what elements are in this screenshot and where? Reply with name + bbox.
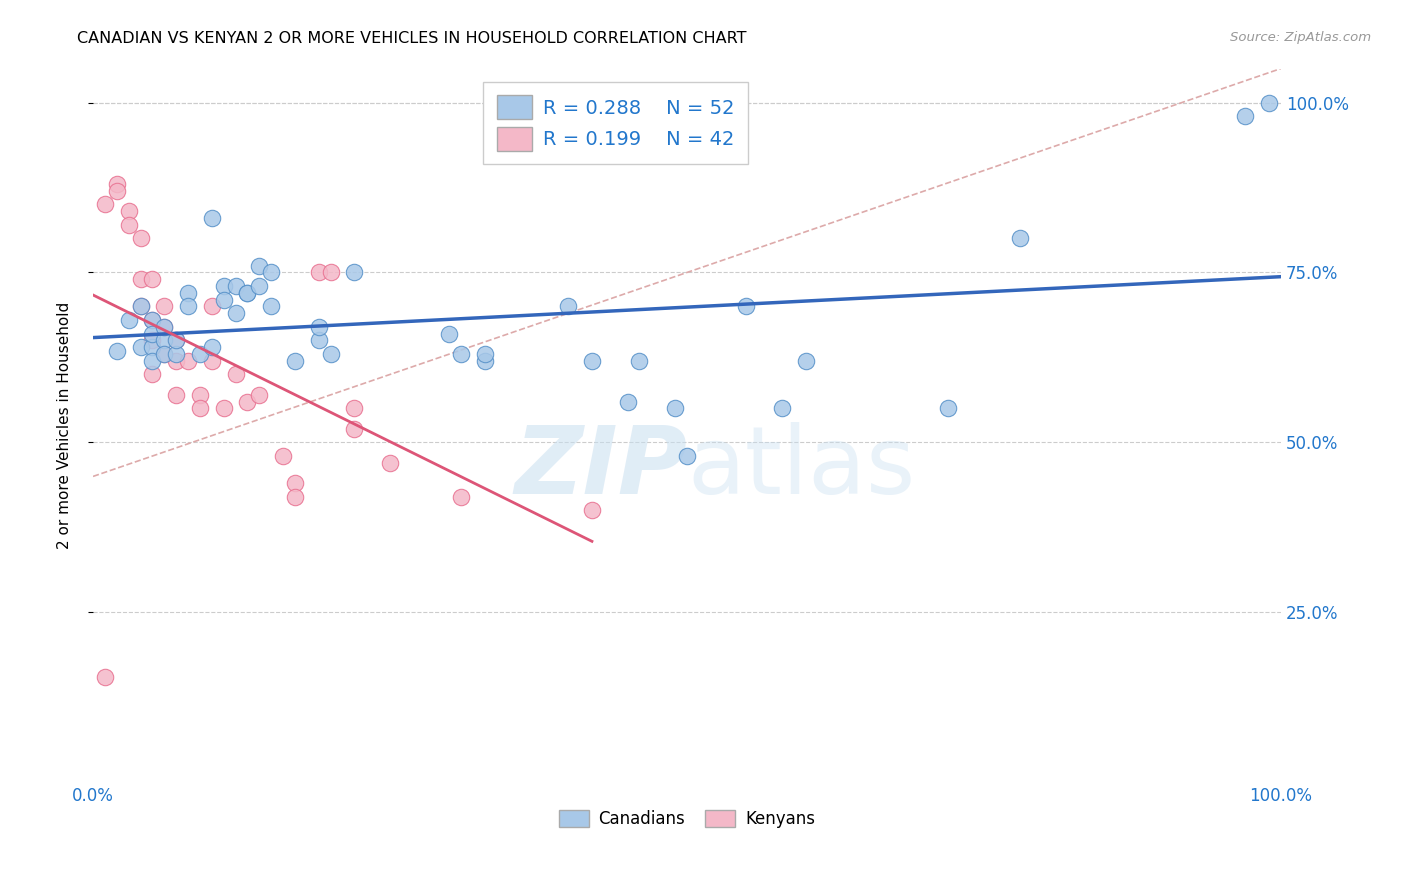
Legend: Canadians, Kenyans: Canadians, Kenyans: [553, 803, 823, 835]
Point: [165, 347, 187, 361]
Point: [1008, 231, 1031, 245]
Point: [474, 347, 496, 361]
Point: [284, 476, 307, 491]
Point: [165, 334, 187, 348]
Point: [129, 231, 152, 245]
Text: atlas: atlas: [688, 422, 915, 515]
Point: [439, 326, 461, 341]
Point: [177, 354, 200, 368]
Point: [141, 368, 163, 382]
Point: [343, 422, 366, 436]
Point: [343, 265, 366, 279]
Point: [308, 319, 330, 334]
Point: [212, 293, 235, 307]
Point: [141, 313, 163, 327]
Point: [236, 285, 259, 300]
Point: [118, 313, 141, 327]
Point: [94, 670, 117, 684]
Y-axis label: 2 or more Vehicles in Household: 2 or more Vehicles in Household: [58, 301, 72, 549]
Point: [616, 394, 638, 409]
Point: [319, 265, 342, 279]
Point: [188, 347, 211, 361]
Point: [118, 218, 141, 232]
Point: [284, 354, 307, 368]
Point: [153, 347, 176, 361]
Point: [165, 388, 187, 402]
Point: [201, 354, 224, 368]
Point: [129, 300, 152, 314]
Point: [153, 300, 176, 314]
Point: [141, 326, 163, 341]
Point: [378, 456, 401, 470]
Text: Source: ZipAtlas.com: Source: ZipAtlas.com: [1230, 31, 1371, 45]
Point: [141, 313, 163, 327]
Point: [225, 306, 247, 320]
Point: [271, 449, 294, 463]
Point: [247, 259, 270, 273]
Text: ZIP: ZIP: [515, 422, 688, 515]
Point: [308, 334, 330, 348]
Point: [153, 319, 176, 334]
Point: [260, 300, 283, 314]
Point: [177, 285, 200, 300]
Point: [188, 401, 211, 416]
Point: [201, 300, 224, 314]
Point: [201, 340, 224, 354]
Point: [225, 368, 247, 382]
Point: [201, 211, 224, 225]
Point: [165, 334, 187, 348]
Point: [474, 354, 496, 368]
Point: [105, 343, 128, 358]
Point: [247, 279, 270, 293]
Point: [177, 300, 200, 314]
Point: [225, 279, 247, 293]
Point: [557, 300, 579, 314]
Point: [141, 340, 163, 354]
Point: [343, 401, 366, 416]
Point: [141, 354, 163, 368]
Point: [1258, 95, 1281, 110]
Point: [105, 177, 128, 191]
Point: [153, 347, 176, 361]
Point: [236, 394, 259, 409]
Point: [236, 285, 259, 300]
Point: [129, 272, 152, 286]
Point: [212, 279, 235, 293]
Point: [141, 334, 163, 348]
Point: [1234, 109, 1257, 123]
Point: [735, 300, 758, 314]
Point: [581, 503, 603, 517]
Point: [212, 401, 235, 416]
Point: [308, 265, 330, 279]
Point: [936, 401, 959, 416]
Point: [129, 340, 152, 354]
Point: [188, 388, 211, 402]
Point: [770, 401, 793, 416]
Text: CANADIAN VS KENYAN 2 OR MORE VEHICLES IN HOUSEHOLD CORRELATION CHART: CANADIAN VS KENYAN 2 OR MORE VEHICLES IN…: [77, 31, 747, 46]
Point: [105, 184, 128, 198]
Point: [153, 319, 176, 334]
Point: [94, 197, 117, 211]
Point: [165, 354, 187, 368]
Point: [628, 354, 651, 368]
Point: [129, 300, 152, 314]
Point: [284, 490, 307, 504]
Point: [260, 265, 283, 279]
Point: [664, 401, 686, 416]
Point: [450, 490, 472, 504]
Point: [581, 354, 603, 368]
Point: [676, 449, 699, 463]
Point: [794, 354, 817, 368]
Point: [247, 388, 270, 402]
Point: [118, 204, 141, 219]
Point: [450, 347, 472, 361]
Point: [153, 334, 176, 348]
Point: [319, 347, 342, 361]
Point: [141, 272, 163, 286]
